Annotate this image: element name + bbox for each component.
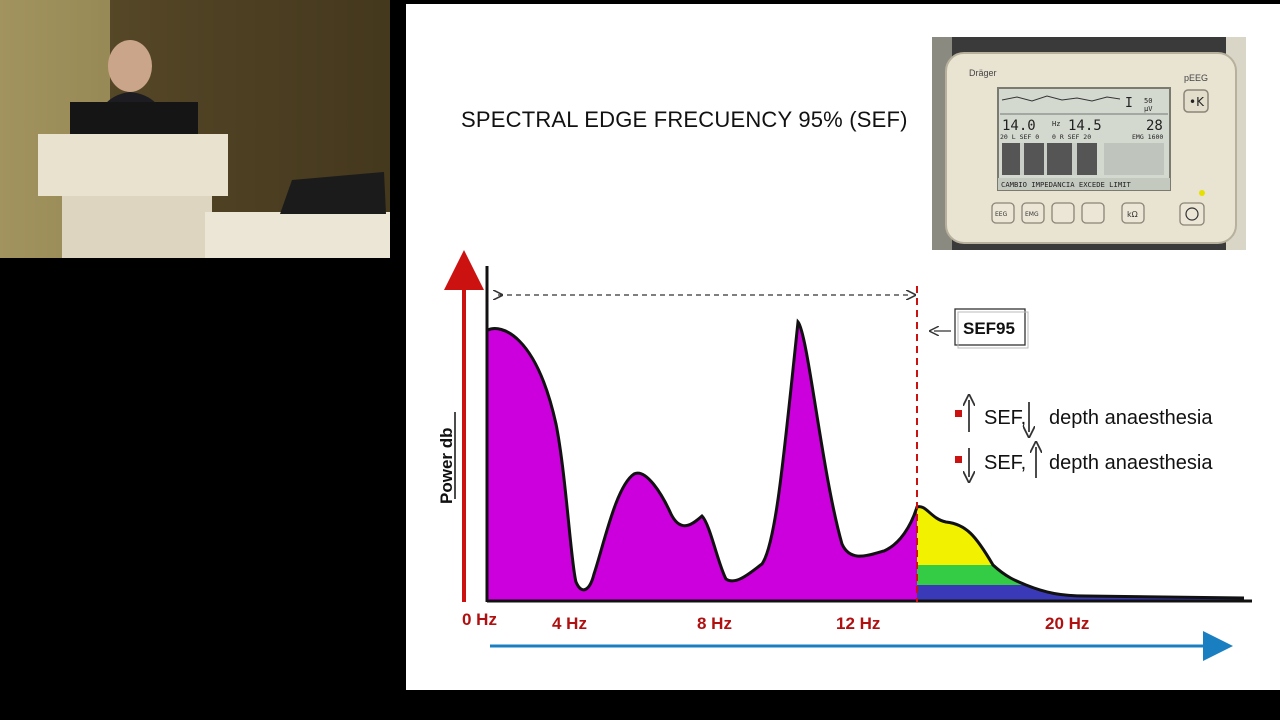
legend-item-1-prefix: SEF, <box>984 407 1026 429</box>
table <box>205 212 390 258</box>
legend-item-1-text: depth anaesthesia <box>1049 407 1213 429</box>
lcd-value-left: 14.0 <box>1002 118 1036 134</box>
device-button-4 <box>1081 202 1105 224</box>
spectrum-area-purple <box>488 322 917 600</box>
svg-text:EMG: EMG <box>1025 211 1039 218</box>
device-status-led <box>1199 190 1205 196</box>
power-icon <box>1185 207 1199 221</box>
lectern-monitor <box>70 102 198 138</box>
legend-item-2: SEF, depth anaesthesia <box>955 447 1213 478</box>
mode-icon: •K <box>1189 95 1205 109</box>
legend-bullet <box>955 410 962 417</box>
legend-item-2-prefix: SEF, <box>984 452 1026 474</box>
device-button-eeg <box>991 202 1015 224</box>
laptop <box>280 172 386 214</box>
legend-item-2-text: depth anaesthesia <box>1049 452 1213 474</box>
lcd-status: CAMBIO IMPEDANCIA EXCEDE LIMIT <box>1001 180 1131 189</box>
legend-bullet <box>955 456 962 463</box>
device-button-emg <box>1021 202 1045 224</box>
device-power-button <box>1179 202 1205 226</box>
x-tick-20hz: 20 Hz <box>1045 614 1089 633</box>
lcd-unit-left: Hz <box>1052 120 1060 128</box>
lcd-value-mid: 14.5 <box>1068 118 1102 134</box>
slide: SPECTRAL EDGE FRECUENCY 95% (SEF) Dräger… <box>406 4 1280 690</box>
x-tick-12hz: 12 Hz <box>836 614 880 633</box>
spectrum-curve <box>487 318 1245 600</box>
lectern <box>38 134 228 196</box>
lcd-scale: 50 <box>1144 97 1152 105</box>
lcd-scale-unit: μV <box>1144 105 1153 113</box>
spectrum-area-yellow <box>917 506 993 565</box>
svg-text:kΩ: kΩ <box>1127 210 1138 219</box>
sef95-label: SEF95 <box>963 319 1015 338</box>
x-tick-8hz: 8 Hz <box>697 614 732 633</box>
speaker-head <box>108 40 152 92</box>
lcd-eeg-wave <box>1001 95 1121 102</box>
y-axis-title: Power db <box>437 427 456 504</box>
lcd-density-array <box>1002 143 1097 175</box>
spectrum-area-blue <box>917 585 1244 600</box>
x-tick-0hz: 0 Hz <box>462 610 497 629</box>
device-buttons: EEG EMG kΩ <box>991 202 1205 226</box>
spectrum-diagram: Power db SEF95 SEF, depth anaesthesia <box>437 250 1252 661</box>
sef95-box <box>954 308 1026 346</box>
x-tick-4hz: 4 Hz <box>552 614 587 633</box>
device-photo: Dräger pEEG I 50 μV 14.0 Hz 14.5 28 20 L… <box>932 37 1246 250</box>
device-mode-label: pEEG <box>1184 73 1208 83</box>
device-button-impedance <box>1121 202 1145 224</box>
svg-text:EEG: EEG <box>995 211 1008 218</box>
speaker-scene <box>0 0 390 258</box>
lcd-value-right: 28 <box>1146 118 1163 134</box>
speaker-video <box>0 0 390 258</box>
legend-item-1: SEF, depth anaesthesia <box>955 400 1213 432</box>
device-brand: Dräger <box>969 68 997 78</box>
lcd-row2-right: EMG 1600 <box>1132 133 1163 141</box>
svg-text:I: I <box>1125 96 1133 111</box>
slide-title: SPECTRAL EDGE FRECUENCY 95% (SEF) <box>461 107 908 132</box>
device-button-3 <box>1051 202 1075 224</box>
device-side-button <box>1183 89 1209 113</box>
lcd-row2-mid: 0 R SEF 20 <box>1052 133 1091 141</box>
spectrum-area-green <box>917 565 1026 585</box>
lcd-row2-left: 20 L SEF 0 <box>1000 133 1039 141</box>
